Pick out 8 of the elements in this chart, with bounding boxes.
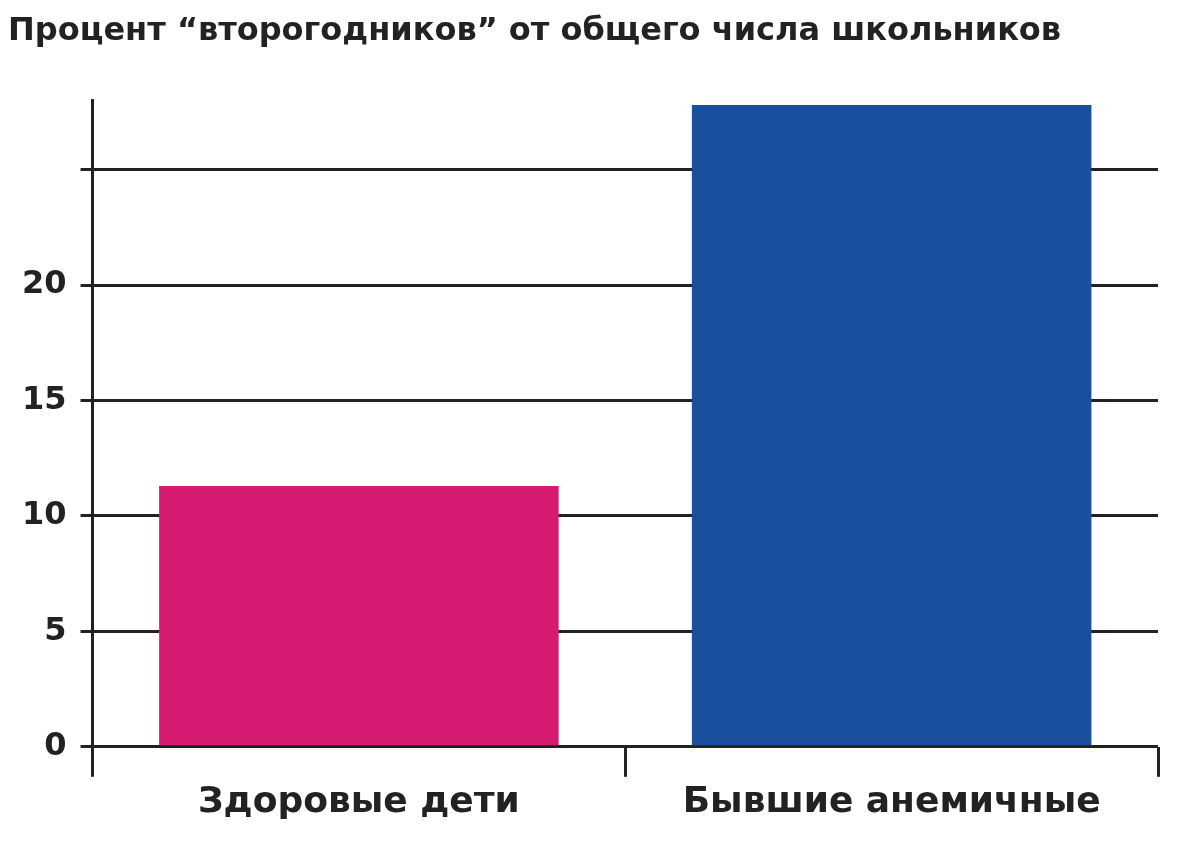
y-tick-label: 20 bbox=[22, 263, 67, 302]
y-tick-label: 10 bbox=[22, 494, 67, 533]
x-tick-label: Здоровые дети bbox=[198, 778, 520, 820]
y-tick-label: 5 bbox=[44, 609, 67, 648]
y-tick-label: 0 bbox=[44, 725, 67, 764]
x-tick-label: Бывшие анемичные bbox=[682, 778, 1101, 820]
chart-title: Процент “второгодников” от общего числа школьников bbox=[8, 9, 1062, 48]
y-tick-label: 15 bbox=[22, 378, 67, 417]
